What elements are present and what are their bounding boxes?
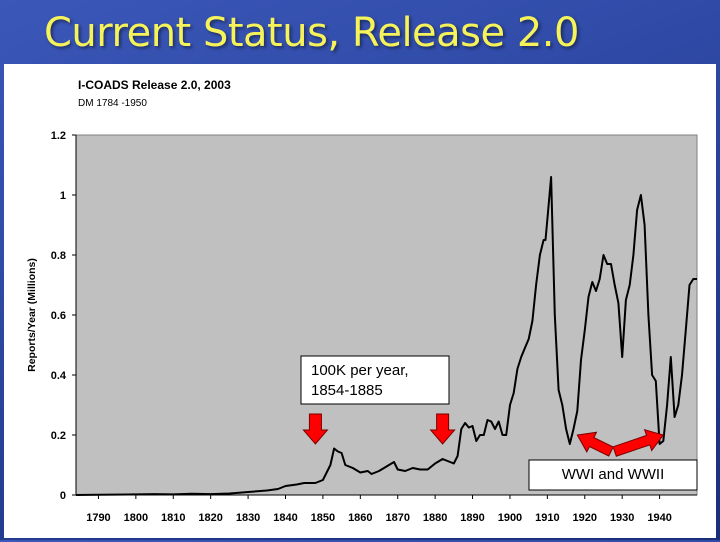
annotation-100k-text: 100K per year, [311,362,409,379]
x-tick-label: 1810 [161,512,185,524]
x-tick-label: 1850 [311,512,335,524]
chart-svg: I-COADS Release 2.0, 2003 DM 1784 -1950 … [26,78,698,524]
x-tick-label: 1800 [124,512,148,524]
annotation-100k-text: 1854-1885 [311,382,383,399]
x-tick-label: 1830 [236,512,260,524]
x-tick-label: 1860 [348,512,372,524]
y-tick-label: 0.6 [51,310,66,322]
x-tick-label: 1920 [573,512,597,524]
y-tick-label: 1 [60,190,66,202]
x-tick-label: 1880 [423,512,447,524]
annotation-wwi-wwii-text: WWI and WWII [562,466,665,483]
y-tick-label: 0.4 [51,370,67,382]
x-tick-label: 1930 [610,512,634,524]
annotation-wwi-wwii-box [528,459,698,491]
x-tick-label: 1940 [647,512,671,524]
x-tick-label: 1900 [498,512,522,524]
plot-area [75,134,698,496]
y-tick-label: 1.2 [51,130,66,142]
x-tick-label: 1870 [385,512,409,524]
series-line [75,176,697,496]
y-axis-label: Reports/Year (Millions) [26,258,38,372]
red-arrow-2 [429,413,456,445]
chart-subtitle: DM 1784 -1950 [78,98,147,109]
chart-title: I-COADS Release 2.0, 2003 [78,78,231,92]
y-tick-label: 0 [60,490,66,502]
x-tick-label: 1910 [535,512,559,524]
red-arrow-1 [302,413,329,445]
red-arrow-3 [576,431,614,457]
x-tick-label: 1790 [86,512,110,524]
x-tick-label: 1840 [273,512,297,524]
annotation-100k-box [300,355,450,405]
x-tick-label: 1890 [460,512,484,524]
red-arrow-4 [612,428,665,457]
chart-panel: I-COADS Release 2.0, 2003 DM 1784 -1950 … [4,64,716,538]
x-tick-label: 1820 [198,512,222,524]
y-tick-label: 0.2 [51,430,66,442]
slide-title: Current Status, Release 2.0 [44,10,579,56]
y-tick-label: 0.8 [51,250,66,262]
